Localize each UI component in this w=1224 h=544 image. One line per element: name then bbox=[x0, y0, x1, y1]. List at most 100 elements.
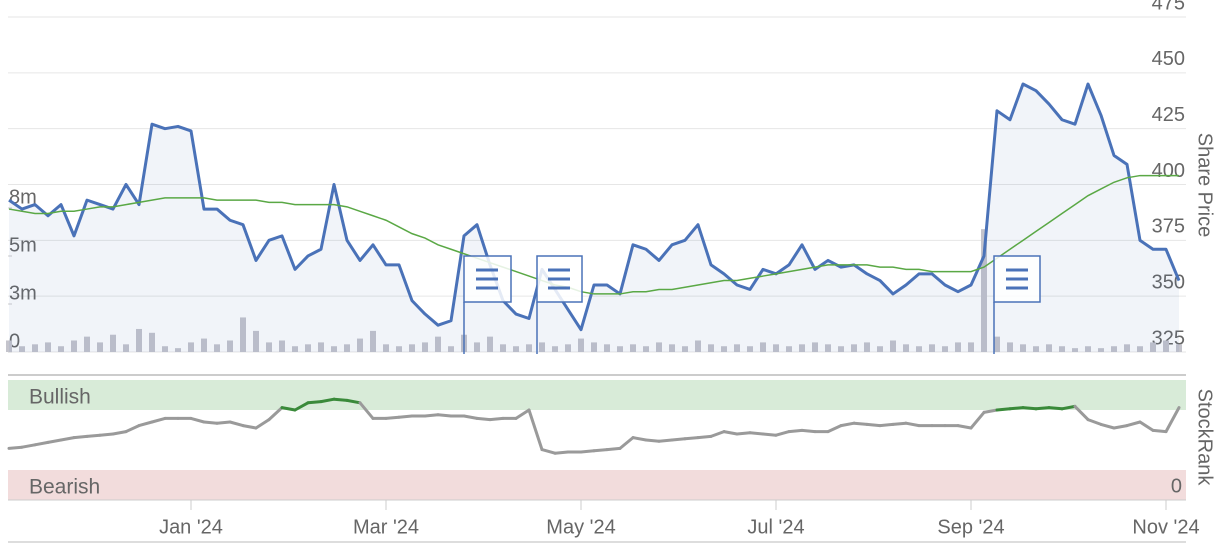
stockrank-segment bbox=[319, 397, 336, 404]
stockrank-segment bbox=[20, 443, 37, 449]
stockrank-segment bbox=[904, 421, 921, 428]
stockrank-segment bbox=[384, 415, 401, 420]
volume-bar bbox=[916, 346, 922, 352]
volume-bar bbox=[838, 346, 844, 352]
bullish-label: Bullish bbox=[29, 386, 91, 409]
bullish-band bbox=[8, 380, 1186, 410]
y2-tick-label: 5m bbox=[9, 234, 37, 256]
x-tick-label: Jan '24 bbox=[159, 516, 223, 538]
x-tick-label: Sep '24 bbox=[937, 516, 1004, 538]
volume-bar bbox=[175, 348, 181, 352]
volume-bar bbox=[682, 346, 688, 352]
stockrank-segment bbox=[7, 445, 24, 450]
stockrank-segment bbox=[1034, 406, 1051, 411]
stockrank-segment bbox=[293, 401, 310, 412]
price-line bbox=[8, 82, 1181, 332]
stockrank-segment bbox=[85, 433, 102, 438]
volume-bar bbox=[474, 342, 480, 352]
stockrank-segment bbox=[306, 400, 323, 405]
volume-bar bbox=[32, 344, 38, 352]
stockrank-segment bbox=[475, 416, 492, 422]
stockrank-segment bbox=[215, 420, 232, 425]
stockrank-segment bbox=[1021, 406, 1038, 411]
stockrank-segment bbox=[332, 397, 349, 402]
volume-bar bbox=[487, 336, 493, 352]
stockrank-segment bbox=[228, 420, 245, 428]
flag-icon bbox=[476, 268, 498, 290]
volume-bar bbox=[188, 342, 194, 352]
stockrank-segment bbox=[436, 413, 453, 418]
volume-bar bbox=[162, 346, 168, 352]
stockrank-segment bbox=[59, 436, 76, 442]
volume-bar bbox=[630, 344, 636, 352]
volume-bar bbox=[656, 342, 662, 352]
volume-bar bbox=[253, 330, 259, 352]
stockrank-segment bbox=[189, 416, 206, 424]
volume-bar bbox=[799, 344, 805, 352]
volume-bar bbox=[617, 346, 623, 352]
stockrank-segment bbox=[1099, 422, 1116, 430]
stockrank-segment bbox=[33, 440, 50, 447]
volume-bar bbox=[1163, 340, 1169, 352]
stockrank-segment bbox=[1151, 428, 1168, 434]
volume-bar bbox=[45, 342, 51, 352]
volume-bar bbox=[227, 340, 233, 352]
volume-bar bbox=[422, 342, 428, 352]
volume-bar bbox=[110, 334, 116, 352]
stockrank-segment bbox=[124, 424, 141, 434]
stockrank-segment bbox=[579, 449, 596, 454]
volume-bar bbox=[331, 346, 337, 352]
stockrank-segment bbox=[722, 430, 739, 436]
volume-bar bbox=[97, 342, 103, 352]
x-tick-label: May '24 bbox=[546, 516, 615, 538]
stockrank-segment bbox=[46, 438, 63, 444]
price-area bbox=[9, 84, 1179, 352]
flag-icon bbox=[548, 268, 570, 290]
stockrank-segment bbox=[358, 401, 375, 420]
y-tick-label: 475 bbox=[1152, 0, 1185, 14]
volume-bar bbox=[825, 344, 831, 352]
volume-bar bbox=[383, 344, 389, 352]
stockrank-segment bbox=[1138, 420, 1155, 432]
volume-bar bbox=[578, 338, 584, 352]
y-tick-label: 400 bbox=[1152, 160, 1185, 182]
stockrank-segment bbox=[1073, 404, 1090, 422]
volume-bar bbox=[903, 344, 909, 352]
stockrank-segment bbox=[111, 430, 128, 436]
stockrank-segment bbox=[826, 424, 843, 434]
volume-bar bbox=[1085, 346, 1091, 352]
volume-bar bbox=[214, 344, 220, 352]
stockrank-segment bbox=[1008, 406, 1025, 411]
stockrank-segment bbox=[852, 421, 869, 426]
volume-bar bbox=[6, 340, 12, 352]
stockrank-segment bbox=[644, 438, 661, 443]
volume-bar bbox=[240, 317, 246, 352]
stockrank-segment bbox=[748, 431, 765, 436]
stockrank-segment bbox=[137, 420, 154, 428]
volume-bar bbox=[1111, 346, 1117, 352]
stockrank-segment bbox=[605, 446, 622, 452]
stockrank-segment bbox=[423, 413, 440, 418]
volume-bar bbox=[409, 344, 415, 352]
volume-bar bbox=[773, 344, 779, 352]
y2-tick-label: 3m bbox=[9, 282, 37, 304]
volume-bar bbox=[71, 340, 77, 352]
volume-bar bbox=[1046, 344, 1052, 352]
volume-bar bbox=[1072, 348, 1078, 352]
stockrank-segment bbox=[397, 414, 414, 419]
stockrank-segment bbox=[345, 398, 362, 405]
volume-bar bbox=[929, 344, 935, 352]
stockrank-segment bbox=[1112, 424, 1129, 430]
volume-bar bbox=[851, 344, 857, 352]
stockrank-segment bbox=[462, 414, 479, 420]
volume-bar bbox=[552, 346, 558, 352]
volume-bar bbox=[500, 344, 506, 352]
volume-bar bbox=[1137, 346, 1143, 352]
volume-bar bbox=[1059, 346, 1065, 352]
event-flags bbox=[463, 255, 1041, 354]
volume-bar bbox=[318, 342, 324, 352]
volume-bar bbox=[942, 346, 948, 352]
volume-bar bbox=[747, 346, 753, 352]
stockrank-segment bbox=[202, 420, 219, 425]
